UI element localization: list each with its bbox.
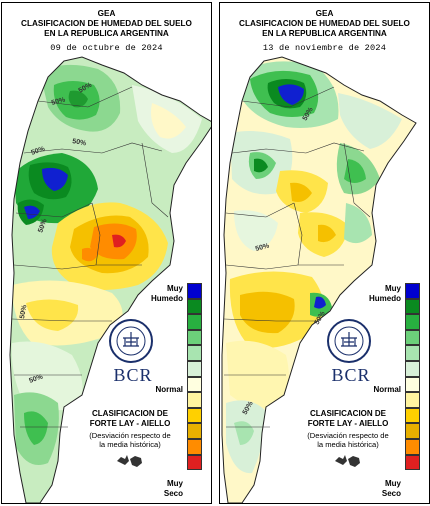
legend-class-swatch xyxy=(187,283,202,299)
legend-class-swatch xyxy=(187,438,202,455)
legend-class-swatch xyxy=(187,360,202,377)
map-title: CLASIFICACION DE HUMEDAD DEL SUELO xyxy=(239,19,410,28)
map-date: 09 de octubre de 2024 xyxy=(50,43,163,53)
legend-mid-label: Normal xyxy=(155,385,183,394)
contour-label: 50% xyxy=(255,242,271,253)
legend-class-swatch xyxy=(187,345,202,361)
legend-class-swatch xyxy=(405,314,420,330)
legend-class-swatch xyxy=(405,360,420,377)
org-label: GEA xyxy=(97,9,116,18)
legend-class-swatch xyxy=(187,454,202,471)
legend-mid-label: Normal xyxy=(373,385,401,394)
contour-label: 50% xyxy=(51,96,67,107)
soil-moisture-map: 50% 50% 50% 50% 50% 50% 50% xyxy=(9,56,211,503)
classification-title: CLASIFICACION DE FORTE LAY - AIELLO xyxy=(307,409,389,428)
legend-class-swatch xyxy=(187,407,202,424)
classification-note: (Desviación respecto de la media históri… xyxy=(307,431,389,449)
classification-note: (Desviación respecto de la media históri… xyxy=(89,431,171,449)
map-subtitle: EN LA REPUBLICA ARGENTINA xyxy=(262,29,387,38)
legend-class-swatch xyxy=(405,329,420,346)
legend-class-swatch xyxy=(405,298,420,315)
legend-class-swatch xyxy=(405,376,420,393)
legend-class-swatch xyxy=(187,314,202,330)
malvinas-islands xyxy=(117,455,142,467)
classification-title: CLASIFICACION DE FORTE LAY - AIELLO xyxy=(89,409,171,428)
map-title: CLASIFICACION DE HUMEDAD DEL SUELO xyxy=(21,19,192,28)
bcr-logo-text: BCR xyxy=(331,365,371,385)
legend-class-swatch xyxy=(405,345,420,361)
legend-bottom-label: Muy Seco xyxy=(381,479,401,498)
legend-class-swatch xyxy=(187,298,202,315)
malvinas-islands xyxy=(335,455,360,467)
contour-label: 50% xyxy=(37,217,49,233)
legend-class-swatch xyxy=(405,392,420,408)
legend-class-swatch xyxy=(405,283,420,299)
legend-class-swatch xyxy=(405,454,420,471)
legend-class-swatch xyxy=(187,376,202,393)
legend-top-label: Muy Humedo xyxy=(151,284,183,303)
map-panel-november: GEA CLASIFICACION DE HUMEDAD DEL SUELO E… xyxy=(219,2,430,504)
legend-class-swatch xyxy=(187,329,202,346)
bcr-seal-logo xyxy=(327,319,371,363)
contour-label: 50% xyxy=(30,145,46,157)
legend-class-swatch xyxy=(187,423,202,439)
legend-class-swatch xyxy=(405,438,420,455)
legend-top-label: Muy Humedo xyxy=(369,284,401,303)
map-date: 13 de noviembre de 2024 xyxy=(262,43,387,53)
contour-label: 50% xyxy=(28,373,44,385)
legend-bottom-label: Muy Seco xyxy=(163,479,183,498)
legend-class-swatch xyxy=(405,423,420,439)
legend-color-scale xyxy=(405,283,420,471)
map-panel-october: GEA CLASIFICACION DE HUMEDAD DEL SUELO E… xyxy=(1,2,212,504)
legend-color-scale xyxy=(187,283,202,471)
soil-moisture-map: 50% 50% 50% 50% xyxy=(221,56,417,503)
contour-label: 50% xyxy=(19,304,28,320)
bcr-logo-text: BCR xyxy=(113,365,153,385)
legend-class-swatch xyxy=(405,407,420,424)
org-label: GEA xyxy=(315,9,334,18)
legend-class-swatch xyxy=(187,392,202,408)
map-subtitle: EN LA REPUBLICA ARGENTINA xyxy=(44,29,169,38)
contour-label: 50% xyxy=(72,138,88,147)
bcr-seal-logo xyxy=(109,319,153,363)
